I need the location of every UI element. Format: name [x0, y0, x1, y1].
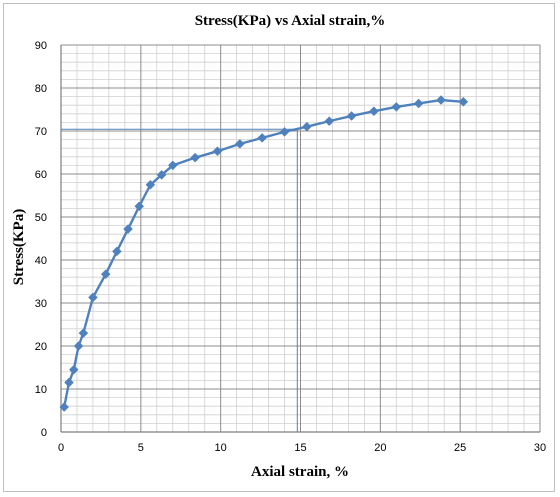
y-tick-label: 90 — [35, 40, 47, 52]
y-tick-label: 10 — [35, 384, 47, 396]
data-point-marker — [346, 111, 357, 121]
data-point-marker — [134, 201, 145, 212]
reference-lines — [61, 128, 298, 432]
x-tick-labels: 0 5 10 15 20 25 30 — [58, 442, 546, 454]
major-grid — [60, 44, 541, 433]
y-tick-label: 40 — [35, 255, 47, 267]
data-point-marker — [391, 102, 402, 112]
data-point-marker — [279, 127, 290, 137]
y-tick-label: 70 — [35, 126, 47, 138]
data-point-marker — [78, 328, 89, 338]
series-line — [63, 98, 464, 408]
y-tick-label: 30 — [35, 298, 47, 310]
series-layer — [59, 95, 469, 412]
data-point-marker — [68, 364, 79, 375]
data-point-marker — [234, 139, 245, 149]
data-point-marker — [100, 269, 111, 280]
y-axis-label: Stress(KPa) — [11, 209, 27, 285]
x-tick-label: 30 — [534, 442, 546, 454]
data-point-marker — [167, 160, 178, 171]
data-point-marker — [413, 98, 424, 109]
y-tick-label: 60 — [35, 169, 47, 181]
y-tick-label: 80 — [35, 83, 47, 95]
data-point-marker — [190, 152, 200, 163]
x-axis-label: Axial strain, % — [251, 464, 349, 480]
data-point-marker — [436, 95, 446, 105]
data-point-marker — [59, 402, 70, 412]
x-tick-label: 25 — [454, 442, 466, 454]
data-point-marker — [324, 116, 335, 126]
x-tick-label: 10 — [215, 442, 227, 454]
x-tick-label: 15 — [294, 442, 306, 454]
x-tick-label: 5 — [138, 442, 144, 454]
axes — [60, 45, 540, 433]
data-point-marker — [369, 106, 379, 117]
data-point-marker — [73, 341, 84, 351]
chart-frame — [3, 3, 555, 492]
y-tick-labels: 0 10 20 30 40 50 60 70 80 90 — [35, 40, 47, 439]
x-tick-label: 20 — [374, 442, 386, 454]
data-point-marker — [88, 292, 98, 303]
data-point-marker — [156, 170, 167, 180]
chart-title: Stress(KPa) vs Axial strain,% — [195, 13, 386, 29]
data-point-marker — [145, 179, 156, 190]
x-tick-label: 0 — [58, 442, 64, 454]
data-point-marker — [212, 146, 223, 157]
y-tick-label: 50 — [35, 212, 47, 224]
y-tick-label: 0 — [41, 427, 47, 439]
data-point-marker — [257, 133, 268, 143]
data-point-marker — [458, 96, 469, 107]
y-tick-label: 20 — [35, 341, 47, 353]
data-point-marker — [302, 121, 312, 132]
data-point-marker — [64, 377, 74, 388]
data-point-marker — [112, 246, 122, 257]
data-point-marker — [123, 224, 133, 234]
